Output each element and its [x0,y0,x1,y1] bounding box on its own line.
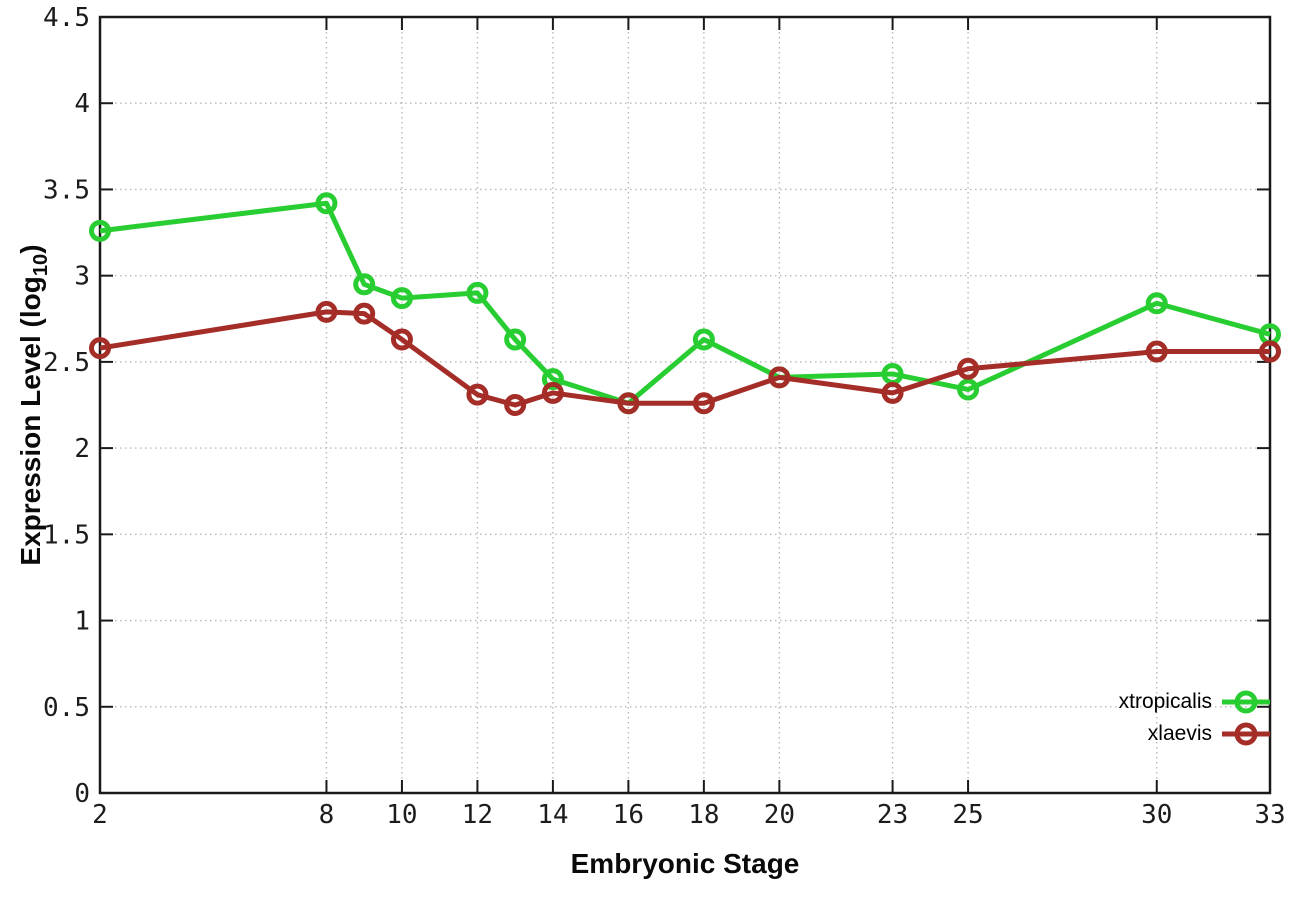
series-xlaevis [89,300,1281,416]
data-point [315,300,338,323]
gridlines [100,17,1270,793]
legend-sample-marker-xlaevis [1222,722,1270,746]
legend-label-xlaevis: xlaevis [1147,722,1212,745]
y-tick-label: 1 [74,607,90,637]
data-point [692,392,715,415]
x-tick-label: 2 [92,800,108,830]
x-tick-label: 23 [877,800,908,830]
y-axis-title-suffix: ) [15,244,47,254]
data-point [504,394,527,416]
data-point [1259,340,1281,363]
x-tick-label: 20 [764,800,795,830]
data-point [390,328,413,351]
data-point [957,357,980,380]
y-tick-label: 4 [74,89,90,119]
data-point [504,328,527,351]
data-point [315,192,338,215]
y-tick-label: 0 [74,779,90,809]
data-point [353,302,376,325]
y-tick-label: 3 [74,262,90,292]
legend-sample-circle-icon [1234,690,1258,714]
legend-entry-xlaevis: xlaevis [1119,718,1270,750]
y-axis-title-subscript: 10 [29,253,52,277]
y-tick-label: 3.5 [43,175,90,205]
data-point [541,368,564,391]
data-point [692,328,715,351]
series-xtropicalis [89,192,1281,415]
x-tick-label: 25 [952,800,983,830]
data-point [89,219,111,242]
series-line [99,200,1271,406]
data-point [881,381,904,404]
y-tick-label: 0.5 [43,693,90,723]
data-point [390,287,413,310]
data-point [1145,340,1168,363]
y-tick-labels: 0 0.5 1 1.5 2 2.5 3 3.5 4 4.5 [43,3,90,809]
x-tick-label: 30 [1141,800,1172,830]
x-tick-label: 12 [462,800,493,830]
x-tick-label: 10 [386,800,417,830]
data-point [466,281,489,304]
data-point [617,392,640,415]
plot-border [98,15,1272,795]
y-tick-label: 2.5 [43,348,90,378]
y-tick-label: 1.5 [43,520,90,550]
y-tick-label: 2 [74,434,90,464]
y-axis-title: Expression Level (log10) [15,244,53,565]
data-point [353,273,376,296]
legend-sample-marker-xtropicalis [1222,690,1270,714]
data-point [89,337,111,360]
legend: xtropicalis xlaevis [1119,686,1270,750]
data-point [466,383,489,406]
x-tick-labels: 2 8 10 12 14 16 18 20 23 25 30 33 [92,800,1285,830]
legend-entry-xtropicalis: xtropicalis [1119,686,1270,718]
y-tick-label: 4.5 [43,3,90,33]
x-tick-label: 8 [319,800,335,830]
tick-marks [99,16,1271,794]
legend-sample-circle-icon [1234,722,1258,746]
x-tick-label: 16 [613,800,644,830]
data-point [1145,292,1168,315]
x-axis-title: Embryonic Stage [570,848,800,879]
y-axis-title-text: Expression Level (log [15,276,47,566]
legend-label-xtropicalis: xtropicalis [1118,690,1212,713]
x-tick-label: 33 [1254,800,1285,830]
data-point [957,378,980,401]
data-point [768,366,791,389]
data-point [541,381,564,404]
x-tick-label: 14 [537,800,568,830]
x-tick-label: 18 [688,800,719,830]
